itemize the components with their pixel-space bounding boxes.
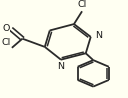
Text: N: N <box>95 31 102 40</box>
Text: N: N <box>57 62 64 71</box>
Text: Cl: Cl <box>1 38 11 47</box>
Text: O: O <box>2 24 10 33</box>
Text: Cl: Cl <box>77 0 87 10</box>
